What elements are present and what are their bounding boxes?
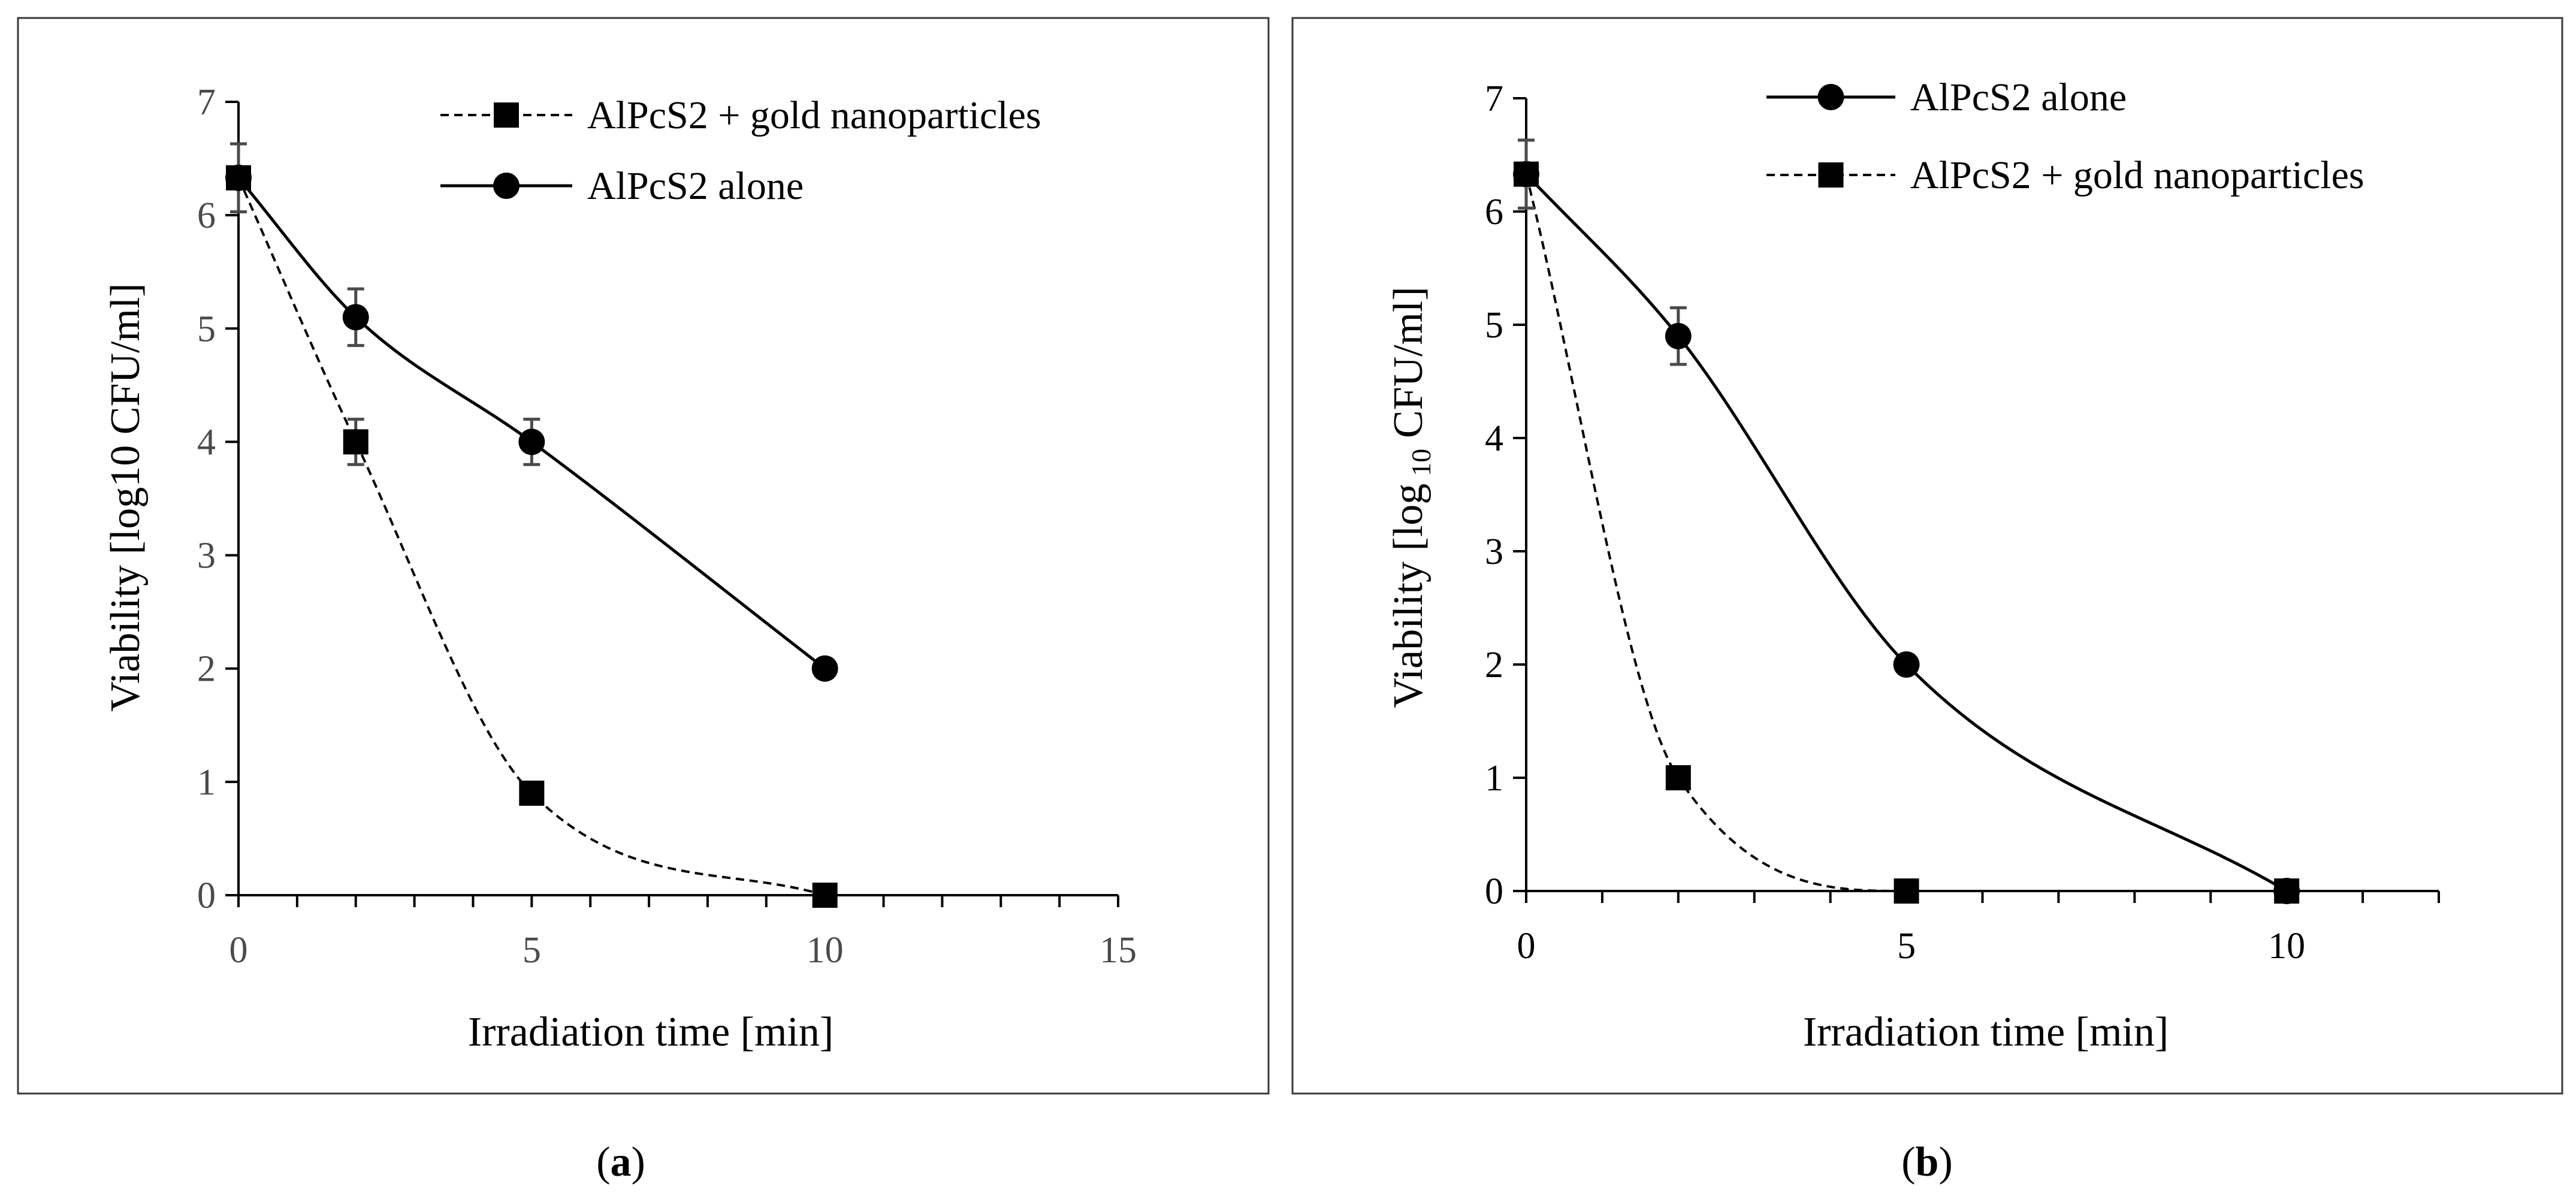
y-tick-label: 4 xyxy=(1485,418,1503,459)
x-tick-label: 5 xyxy=(523,930,541,971)
panel-a: 0 1 2 3 4 5 6 7 0 5 10 15 AlPcS2 + gold nanoparticl… xyxy=(17,17,1270,1095)
x-tick-label: 15 xyxy=(1100,930,1137,971)
series-line-alpcs2-alone xyxy=(237,177,826,670)
y-tick-label: 6 xyxy=(197,195,216,236)
caption-a: (a) xyxy=(596,1139,645,1185)
y-tick-label: 3 xyxy=(1485,531,1503,572)
legend-square-marker xyxy=(494,102,519,128)
panel-b-legend: AlPcS2 alone AlPcS2 + gold nanoparticles xyxy=(1766,75,2364,197)
y-tick-label: 7 xyxy=(197,82,216,123)
square-marker xyxy=(1894,878,1919,904)
y-tick-label: 5 xyxy=(1485,305,1503,346)
legend-label: AlPcS2 + gold nanoparticles xyxy=(587,93,1041,137)
caption-b-letter: b xyxy=(1916,1139,1939,1185)
y-tick-label: 2 xyxy=(1485,645,1503,685)
panel-b-x-axis-title: Irradiation time [min] xyxy=(1803,1009,2169,1055)
panel-b-y-axis-title: Viability [log 10 CFU/ml] xyxy=(1385,286,1436,708)
series-line-gold-nanoparticles xyxy=(1525,174,2287,893)
y-tick-label: 5 xyxy=(197,309,216,349)
x-tick-label: 5 xyxy=(1897,926,1916,967)
panel-b-curves xyxy=(1525,173,2288,893)
y-tick-label: 1 xyxy=(197,762,216,803)
panel-a-marks xyxy=(225,142,838,908)
circle-marker xyxy=(225,164,252,191)
x-tick-label: 0 xyxy=(229,930,248,971)
legend-label: AlPcS2 + gold nanoparticles xyxy=(1910,153,2364,197)
panel-b-frame xyxy=(1291,17,2563,1095)
square-marker xyxy=(343,429,369,455)
x-tick-label: 10 xyxy=(807,930,844,971)
caption-a-letter: a xyxy=(611,1139,632,1185)
circle-marker xyxy=(1893,651,1920,678)
square-marker xyxy=(812,883,838,908)
circle-marker xyxy=(518,428,545,455)
panel-b: 0 1 2 3 4 5 6 7 0 5 10 AlPcS2 alone AlPcS2 + gold n… xyxy=(1291,17,2563,1095)
panel-a-legend: AlPcS2 + gold nanoparticles AlPcS2 alone xyxy=(440,93,1041,208)
circle-marker xyxy=(811,655,838,682)
panel-b-y-axis-title-sub: 10 xyxy=(1406,449,1436,476)
y-tick-label: 0 xyxy=(197,875,216,916)
legend-circle-marker xyxy=(1817,84,1844,110)
series-line-alpcs2-alone xyxy=(1525,173,2288,893)
y-tick-label: 1 xyxy=(1485,758,1503,799)
x-tick-label: 10 xyxy=(2268,926,2305,967)
legend-square-marker xyxy=(1818,162,1844,188)
panel-a-y-axis-title: Viability [log10 CFU/ml] xyxy=(102,283,149,711)
panel-b-marks xyxy=(1513,138,2300,904)
square-marker xyxy=(1665,765,1691,790)
y-tick-label: 0 xyxy=(1485,871,1503,912)
x-tick-label: 0 xyxy=(1517,926,1536,967)
circle-marker xyxy=(1665,322,1692,349)
panel-a-x-axis-title: Irradiation time [min] xyxy=(468,1009,833,1055)
caption-b: (b) xyxy=(1901,1139,1953,1185)
series-line-gold-nanoparticles xyxy=(237,177,826,896)
panel-a-curves xyxy=(237,177,826,896)
square-marker xyxy=(519,780,545,806)
y-tick-label: 6 xyxy=(1485,192,1503,232)
circle-marker xyxy=(342,304,369,331)
legend-label: AlPcS2 alone xyxy=(1910,75,2127,119)
square-marker xyxy=(1514,161,1539,187)
panel-b-y-axis-title-end: CFU/ml] xyxy=(1385,286,1432,448)
y-tick-label: 2 xyxy=(197,649,216,690)
legend-circle-marker xyxy=(493,173,520,199)
y-tick-label: 7 xyxy=(1485,78,1503,119)
y-tick-label: 3 xyxy=(197,536,216,576)
panel-b-y-axis-title-main: Viability [log xyxy=(1385,484,1432,708)
square-marker xyxy=(2274,878,2300,904)
y-tick-label: 4 xyxy=(197,422,216,463)
legend-label: AlPcS2 alone xyxy=(587,164,804,208)
panel-a-axes: 0 1 2 3 4 5 6 7 0 5 10 15 xyxy=(197,82,1137,971)
